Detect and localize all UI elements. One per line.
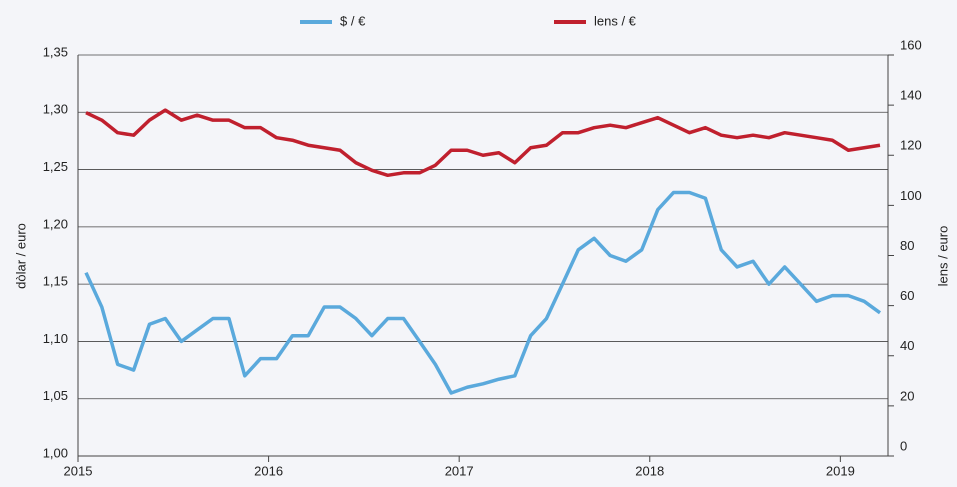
x-tick-label: 2018 <box>635 463 664 478</box>
x-tick-label: 2016 <box>254 463 283 478</box>
x-tick-label: 2015 <box>64 463 93 478</box>
y2-tick-label: 160 <box>900 37 922 52</box>
y-tick-label: 1,00 <box>43 445 68 460</box>
legend-label: lens / € <box>594 13 637 28</box>
y2-tick-label: 60 <box>900 288 914 303</box>
y-tick-label: 1,15 <box>43 274 68 289</box>
y-tick-label: 1,25 <box>43 159 68 174</box>
y-tick-label: 1,35 <box>43 44 68 59</box>
y-tick-label: 1,10 <box>43 331 68 346</box>
y2-tick-label: 40 <box>900 338 914 353</box>
y2-tick-label: 120 <box>900 138 922 153</box>
y2-tick-label: 0 <box>900 438 907 453</box>
y2-tick-label: 80 <box>900 238 914 253</box>
y-tick-label: 1,05 <box>43 388 68 403</box>
y2-tick-label: 100 <box>900 188 922 203</box>
line-series <box>84 190 882 395</box>
y-axis-label: dòlar / euro <box>13 223 28 289</box>
y-tick-label: 1,20 <box>43 216 68 231</box>
y2-axis-label: lens / euro <box>935 226 950 287</box>
y-tick-label: 1,30 <box>43 102 68 117</box>
legend-label: $ / € <box>340 13 366 28</box>
line-series <box>85 108 881 178</box>
x-tick-label: 2017 <box>445 463 474 478</box>
y2-tick-label: 20 <box>900 388 914 403</box>
x-tick-label: 2019 <box>826 463 855 478</box>
y2-tick-label: 140 <box>900 88 922 103</box>
